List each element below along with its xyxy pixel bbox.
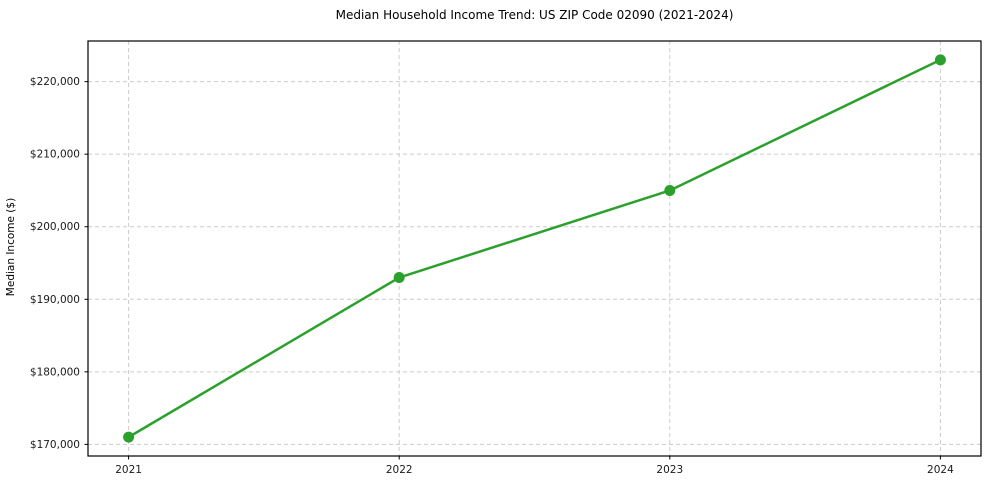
data-point-marker — [393, 272, 405, 284]
x-tick-label: 2022 — [386, 464, 413, 476]
data-point-marker — [664, 184, 676, 196]
y-tick-label: $180,000 — [30, 366, 80, 378]
y-tick-label: $210,000 — [30, 149, 80, 161]
chart-title: Median Household Income Trend: US ZIP Co… — [335, 8, 734, 22]
x-tick-label: 2021 — [115, 464, 142, 476]
data-point-marker — [934, 54, 946, 66]
x-tick-label: 2024 — [927, 464, 954, 476]
y-tick-label: $190,000 — [30, 294, 80, 306]
trend-line — [127, 58, 942, 439]
data-point-marker — [123, 431, 135, 443]
plot-border — [87, 40, 982, 457]
y-tick-label: $220,000 — [30, 76, 80, 88]
y-tick-label: $200,000 — [30, 221, 80, 233]
x-tick-label: 2023 — [656, 464, 683, 476]
y-tick-label: $170,000 — [30, 439, 80, 451]
